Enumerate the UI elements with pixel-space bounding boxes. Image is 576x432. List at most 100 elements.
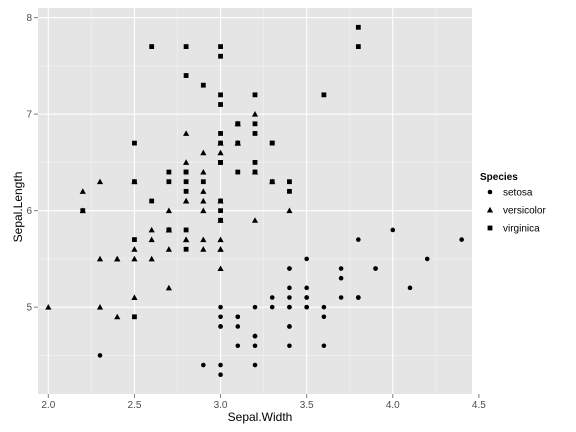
point-versicolor bbox=[251, 217, 259, 223]
point-setosa bbox=[390, 227, 396, 233]
point-virginica bbox=[269, 179, 275, 185]
point-versicolor bbox=[200, 149, 207, 156]
point-setosa bbox=[356, 295, 361, 300]
point-setosa bbox=[252, 333, 258, 339]
point-virginica bbox=[235, 169, 241, 175]
point-virginica bbox=[355, 44, 361, 49]
point-setosa bbox=[287, 324, 292, 329]
point-virginica bbox=[218, 140, 223, 146]
point-virginica bbox=[183, 188, 189, 194]
point-setosa bbox=[97, 353, 103, 358]
point-versicolor bbox=[131, 246, 138, 252]
point-setosa bbox=[321, 314, 327, 320]
legend-title: Species bbox=[480, 172, 518, 183]
point-virginica bbox=[218, 53, 223, 59]
point-setosa bbox=[304, 285, 309, 291]
point-virginica bbox=[218, 208, 223, 214]
plot-panel bbox=[38, 8, 472, 394]
point-virginica bbox=[252, 131, 258, 136]
point-versicolor bbox=[79, 188, 86, 194]
point-versicolor bbox=[217, 149, 224, 156]
x-tick-label: 3.0 bbox=[214, 400, 228, 411]
point-setosa bbox=[252, 343, 258, 349]
point-setosa bbox=[321, 343, 327, 349]
point-setosa bbox=[287, 295, 292, 300]
x-tick-label: 2.0 bbox=[41, 400, 55, 411]
point-virginica bbox=[132, 140, 137, 146]
point-setosa bbox=[218, 324, 223, 329]
point-versicolor bbox=[200, 197, 207, 204]
point-versicolor bbox=[217, 265, 224, 272]
point-versicolor bbox=[165, 284, 172, 291]
point-virginica bbox=[183, 169, 189, 175]
point-setosa bbox=[338, 295, 344, 300]
legend: Species setosa versicolor virginica bbox=[480, 172, 546, 236]
point-virginica bbox=[218, 160, 223, 165]
y-tick-label: 7 bbox=[26, 110, 32, 121]
point-versicolor bbox=[183, 236, 190, 243]
point-versicolor bbox=[96, 255, 104, 262]
point-virginica bbox=[235, 121, 241, 127]
point-versicolor bbox=[200, 236, 207, 243]
point-versicolor bbox=[286, 207, 293, 214]
y-tick-label: 8 bbox=[26, 13, 32, 24]
point-virginica bbox=[287, 179, 292, 185]
point-virginica bbox=[166, 227, 172, 233]
point-virginica bbox=[218, 217, 223, 223]
point-setosa bbox=[459, 237, 464, 242]
legend-symbol-setosa bbox=[487, 189, 493, 195]
point-setosa bbox=[407, 285, 413, 291]
point-versicolor bbox=[131, 255, 138, 262]
point-virginica bbox=[80, 208, 86, 214]
point-virginica bbox=[183, 179, 189, 185]
point-setosa bbox=[201, 362, 206, 368]
point-virginica bbox=[218, 198, 223, 204]
point-versicolor bbox=[200, 188, 207, 194]
point-versicolor bbox=[183, 197, 190, 204]
point-versicolor bbox=[200, 207, 207, 214]
point-setosa bbox=[252, 362, 258, 368]
point-setosa bbox=[304, 304, 309, 310]
point-versicolor bbox=[183, 130, 190, 136]
point-versicolor bbox=[165, 246, 172, 252]
point-setosa bbox=[287, 343, 292, 349]
y-tick-label: 6 bbox=[26, 206, 32, 217]
point-setosa bbox=[287, 304, 292, 310]
grid-minor bbox=[38, 8, 472, 394]
point-virginica bbox=[132, 314, 137, 320]
point-setosa bbox=[269, 295, 275, 300]
x-axis-ticks: 2.0 2.5 3.0 3.5 4.0 4.5 bbox=[41, 394, 486, 411]
point-virginica bbox=[149, 44, 155, 49]
legend-symbol-virginica bbox=[487, 225, 493, 231]
point-versicolor bbox=[200, 246, 207, 252]
point-setosa bbox=[304, 256, 309, 262]
point-setosa bbox=[269, 304, 275, 310]
point-setosa bbox=[218, 372, 223, 378]
point-virginica bbox=[218, 102, 223, 107]
point-setosa bbox=[235, 324, 241, 329]
point-virginica bbox=[218, 44, 223, 49]
x-tick-label: 2.5 bbox=[127, 400, 141, 411]
point-virginica bbox=[183, 73, 189, 78]
point-virginica bbox=[269, 140, 275, 146]
point-virginica bbox=[321, 92, 327, 98]
point-setosa bbox=[287, 285, 292, 291]
point-virginica bbox=[200, 82, 206, 88]
legend-items: setosa versicolor virginica bbox=[482, 184, 546, 236]
x-tick-label: 4.0 bbox=[386, 400, 400, 411]
point-versicolor bbox=[45, 304, 52, 310]
point-setosa bbox=[356, 237, 361, 242]
point-virginica bbox=[287, 188, 292, 194]
point-setosa bbox=[218, 304, 223, 310]
point-versicolor bbox=[200, 168, 207, 175]
point-versicolor bbox=[217, 246, 224, 252]
point-setosa bbox=[218, 362, 223, 368]
point-virginica bbox=[235, 140, 241, 146]
point-setosa bbox=[287, 266, 292, 271]
point-setosa bbox=[338, 266, 344, 271]
point-virginica bbox=[183, 227, 189, 233]
point-versicolor bbox=[217, 236, 224, 243]
point-versicolor bbox=[183, 159, 190, 165]
point-versicolor bbox=[96, 178, 104, 185]
y-tick-label: 5 bbox=[26, 303, 32, 314]
